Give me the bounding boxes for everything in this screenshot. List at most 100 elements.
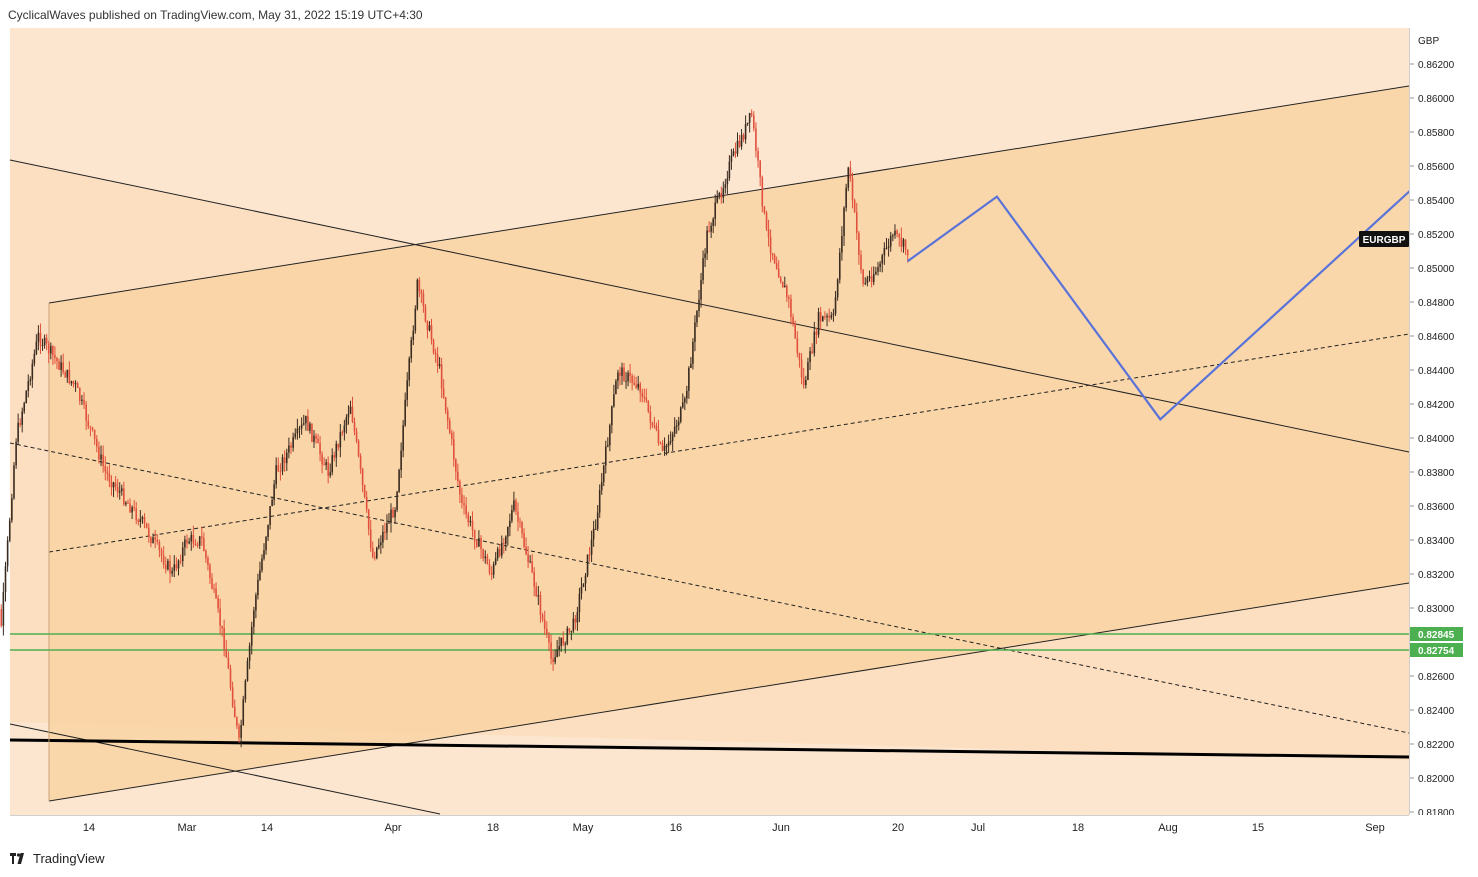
candle-body <box>800 359 803 378</box>
candle-body <box>631 375 633 383</box>
candle-body <box>868 276 871 279</box>
candle-body <box>154 537 156 540</box>
candle-body <box>453 439 455 460</box>
candle-body <box>492 564 495 575</box>
candle-body <box>753 115 755 129</box>
candle-body <box>513 500 515 511</box>
candle-body <box>826 315 828 318</box>
candle-body <box>783 285 786 288</box>
candle-body <box>484 556 487 559</box>
candle-body <box>335 443 338 458</box>
candle-body <box>684 398 686 403</box>
candle-body <box>665 445 668 447</box>
candle-body <box>143 517 146 524</box>
candle-body <box>807 362 809 381</box>
candle-body <box>135 507 138 521</box>
candle-body <box>765 212 768 230</box>
time-tick-label: 14 <box>261 822 273 834</box>
price-tick-label: 0.83200 <box>1418 570 1455 581</box>
candle-body <box>271 499 273 507</box>
candle-body <box>543 619 546 629</box>
candle-body <box>396 491 398 511</box>
downtrend-upper-line[interactable] <box>9 159 1410 453</box>
candle-body <box>475 541 478 547</box>
channel-upper-line[interactable] <box>48 85 1410 304</box>
candle-body <box>74 383 77 385</box>
candle-body <box>45 337 48 344</box>
candle-body <box>118 491 121 493</box>
candle-body <box>203 537 205 551</box>
candle-body <box>564 643 567 645</box>
candle-body <box>207 558 209 566</box>
price-tick-label: 0.84200 <box>1418 400 1455 411</box>
candle-body <box>283 457 286 464</box>
support-badge-label: 0.82845 <box>1418 630 1455 641</box>
candle-body <box>292 437 294 448</box>
candle-body <box>43 337 46 346</box>
candle-body <box>541 614 544 620</box>
candle-body <box>104 465 107 472</box>
candle-body <box>54 355 56 359</box>
candle-body <box>710 225 712 232</box>
candle-body <box>209 565 211 579</box>
candle-body <box>755 128 757 151</box>
candle-body <box>169 560 171 574</box>
candle-body <box>866 278 869 283</box>
candle-body <box>110 481 113 488</box>
candle-body <box>98 446 100 460</box>
candle-body <box>27 381 30 391</box>
candle-body <box>49 346 52 354</box>
price-tick-label: 0.84600 <box>1418 332 1455 343</box>
candle-body <box>327 462 329 476</box>
candle-body <box>248 645 251 661</box>
time-tick-label: Sep <box>1365 822 1385 834</box>
candle-body <box>68 369 71 384</box>
candle-body <box>386 523 388 533</box>
candle-body <box>160 549 163 556</box>
price-tick-label: 0.84800 <box>1418 298 1455 309</box>
publish-info: CyclicalWaves published on TradingView.c… <box>8 8 423 22</box>
candle-body <box>696 311 698 323</box>
candle-body <box>418 279 421 292</box>
candle-body <box>623 367 625 382</box>
candle-body <box>621 367 623 376</box>
time-tick-label: 18 <box>1072 822 1084 834</box>
downtrend-lower-line[interactable] <box>9 723 441 815</box>
candle-body <box>677 421 680 426</box>
candle-body <box>102 454 104 466</box>
candle-body <box>450 432 453 440</box>
candle-body <box>582 583 585 587</box>
long-term-support-line[interactable] <box>9 738 1410 759</box>
candle-body <box>345 417 348 426</box>
price-tick-label: 0.85200 <box>1418 230 1455 241</box>
candle-body <box>716 196 719 203</box>
channel-midline[interactable] <box>48 333 1410 553</box>
candle-body <box>15 441 17 466</box>
descending-channel-fill <box>10 160 1409 760</box>
candle-body <box>673 426 676 434</box>
candle-body <box>8 520 11 541</box>
candle-body <box>436 354 439 366</box>
candle-body <box>177 560 180 569</box>
candle-body <box>726 178 729 185</box>
candle-body <box>371 547 374 558</box>
candle-body <box>250 626 253 646</box>
candle-body <box>480 538 482 550</box>
candle-body <box>617 372 619 382</box>
price-axis-currency: GBP <box>1418 36 1439 47</box>
channel-lower-line[interactable] <box>48 582 1410 802</box>
candle-body <box>586 554 589 576</box>
candle-body <box>704 253 706 259</box>
projection-path[interactable] <box>907 39 1478 421</box>
footer-brand[interactable]: TradingView <box>10 851 105 866</box>
candle-body <box>288 445 290 453</box>
candle-body <box>424 306 427 322</box>
candle-body <box>594 528 597 530</box>
downtrend-midline[interactable] <box>9 442 1410 734</box>
price-tick-label: 0.82200 <box>1418 740 1455 751</box>
candle-body <box>511 510 513 521</box>
candle-body <box>158 541 161 550</box>
candle-body <box>285 452 288 464</box>
candle-body <box>127 502 129 504</box>
